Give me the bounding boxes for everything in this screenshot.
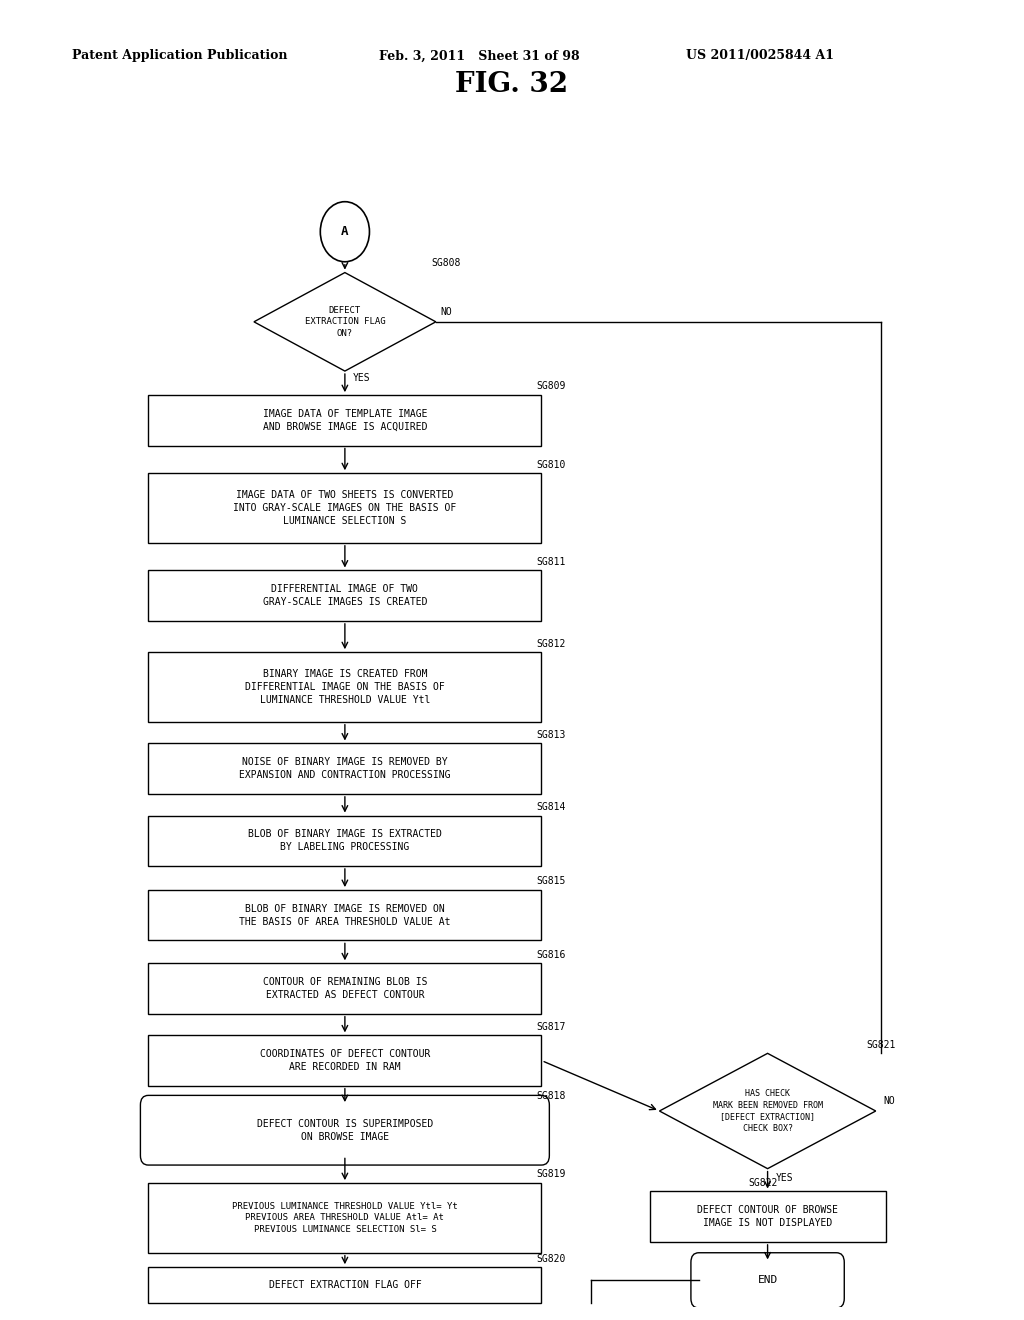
Text: SG813: SG813 [537, 730, 566, 739]
Text: SG817: SG817 [537, 1022, 566, 1032]
Text: NOISE OF BINARY IMAGE IS REMOVED BY
EXPANSION AND CONTRACTION PROCESSING: NOISE OF BINARY IMAGE IS REMOVED BY EXPA… [240, 758, 451, 780]
Bar [148, 743, 542, 793]
Text: A: A [341, 226, 348, 238]
Bar [148, 473, 542, 543]
Text: HAS CHECK
MARK BEEN REMOVED FROM
[DEFECT EXTRACTION]
CHECK BOX?: HAS CHECK MARK BEEN REMOVED FROM [DEFECT… [713, 1089, 822, 1133]
Bar [148, 964, 542, 1014]
Text: SG821: SG821 [866, 1040, 895, 1049]
Text: Feb. 3, 2011   Sheet 31 of 98: Feb. 3, 2011 Sheet 31 of 98 [379, 49, 580, 62]
Text: PREVIOUS LUMINANCE THRESHOLD VALUE Ytl= Yt
PREVIOUS AREA THRESHOLD VALUE Atl= At: PREVIOUS LUMINANCE THRESHOLD VALUE Ytl= … [232, 1201, 458, 1234]
Polygon shape [659, 1053, 876, 1168]
Bar [148, 395, 542, 446]
Text: END: END [758, 1275, 777, 1286]
Text: IMAGE DATA OF TWO SHEETS IS CONVERTED
INTO GRAY-SCALE IMAGES ON THE BASIS OF
LUM: IMAGE DATA OF TWO SHEETS IS CONVERTED IN… [233, 490, 457, 527]
Text: SG812: SG812 [537, 639, 566, 648]
Text: SG816: SG816 [537, 949, 566, 960]
Text: YES: YES [775, 1173, 793, 1183]
Text: SG819: SG819 [537, 1170, 566, 1180]
Text: SG811: SG811 [537, 557, 566, 566]
Text: SG814: SG814 [537, 803, 566, 812]
Text: US 2011/0025844 A1: US 2011/0025844 A1 [686, 49, 835, 62]
Text: SG809: SG809 [537, 381, 566, 392]
Bar [148, 1267, 542, 1303]
Text: NO: NO [440, 308, 453, 317]
Text: CONTOUR OF REMAINING BLOB IS
EXTRACTED AS DEFECT CONTOUR: CONTOUR OF REMAINING BLOB IS EXTRACTED A… [262, 977, 427, 1001]
Bar [148, 1035, 542, 1086]
Text: SG808: SG808 [431, 257, 460, 268]
Text: SG810: SG810 [537, 459, 566, 470]
Bar [148, 570, 542, 620]
Text: COORDINATES OF DEFECT CONTOUR
ARE RECORDED IN RAM: COORDINATES OF DEFECT CONTOUR ARE RECORD… [260, 1049, 430, 1072]
FancyBboxPatch shape [140, 1096, 549, 1166]
Text: DEFECT CONTOUR IS SUPERIMPOSED
ON BROWSE IMAGE: DEFECT CONTOUR IS SUPERIMPOSED ON BROWSE… [257, 1118, 433, 1142]
Polygon shape [254, 272, 436, 371]
Text: DIFFERENTIAL IMAGE OF TWO
GRAY-SCALE IMAGES IS CREATED: DIFFERENTIAL IMAGE OF TWO GRAY-SCALE IMA… [262, 583, 427, 607]
Bar [148, 890, 542, 940]
Text: BLOB OF BINARY IMAGE IS EXTRACTED
BY LABELING PROCESSING: BLOB OF BINARY IMAGE IS EXTRACTED BY LAB… [248, 829, 441, 853]
Text: SG815: SG815 [537, 876, 566, 887]
Text: FIG. 32: FIG. 32 [456, 71, 568, 99]
Text: DEFECT EXTRACTION FLAG OFF: DEFECT EXTRACTION FLAG OFF [268, 1280, 421, 1290]
Circle shape [321, 202, 370, 261]
Text: BINARY IMAGE IS CREATED FROM
DIFFERENTIAL IMAGE ON THE BASIS OF
LUMINANCE THRESH: BINARY IMAGE IS CREATED FROM DIFFERENTIA… [245, 669, 444, 705]
Text: SG822: SG822 [748, 1177, 777, 1188]
Text: DEFECT
EXTRACTION FLAG
ON?: DEFECT EXTRACTION FLAG ON? [304, 305, 385, 338]
Bar [148, 652, 542, 722]
Text: SG818: SG818 [537, 1092, 566, 1101]
Bar [148, 1183, 542, 1253]
Text: BLOB OF BINARY IMAGE IS REMOVED ON
THE BASIS OF AREA THRESHOLD VALUE At: BLOB OF BINARY IMAGE IS REMOVED ON THE B… [240, 904, 451, 927]
Text: IMAGE DATA OF TEMPLATE IMAGE
AND BROWSE IMAGE IS ACQUIRED: IMAGE DATA OF TEMPLATE IMAGE AND BROWSE … [262, 409, 427, 432]
Text: DEFECT CONTOUR OF BROWSE
IMAGE IS NOT DISPLAYED: DEFECT CONTOUR OF BROWSE IMAGE IS NOT DI… [697, 1205, 838, 1229]
Text: SG820: SG820 [537, 1254, 566, 1263]
FancyBboxPatch shape [691, 1253, 844, 1308]
Bar [649, 1192, 886, 1242]
Text: YES: YES [352, 374, 371, 383]
Text: Patent Application Publication: Patent Application Publication [72, 49, 287, 62]
Bar [148, 816, 542, 866]
Text: NO: NO [884, 1096, 895, 1106]
